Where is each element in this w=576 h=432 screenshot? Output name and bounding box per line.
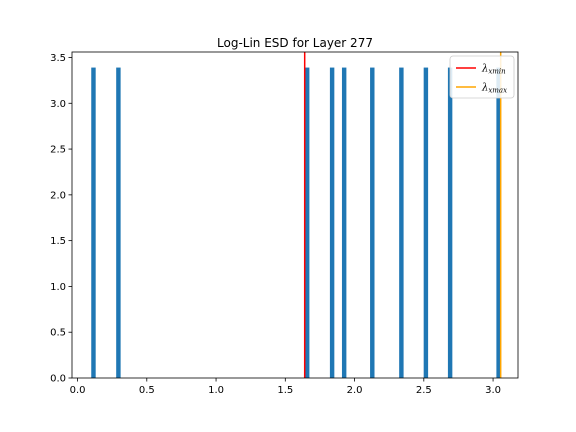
y-tick-label-7: 3.5	[50, 53, 66, 64]
bar-4	[341, 67, 347, 378]
y-tick-label-0: 0.0	[50, 374, 66, 385]
y-tick-label-3: 1.5	[50, 236, 66, 247]
x-tick-label-1: 0.5	[139, 385, 155, 396]
bar-2	[304, 67, 310, 378]
y-axis: 0.0 0.5 1.0 1.5 2.0 2.5 3.0 3.5	[50, 53, 72, 385]
legend: λxmin λxmax	[449, 55, 515, 99]
plot-frame	[71, 51, 519, 379]
x-axis: 0.0 0.5 1.0 1.5 2.0 2.5 3.0	[70, 378, 501, 396]
bar-8	[447, 67, 453, 378]
x-tick-label-3: 1.5	[277, 385, 293, 396]
bar-9	[496, 67, 501, 378]
legend-label-xmax: λxmax	[481, 83, 507, 95]
bar-6	[399, 67, 404, 378]
x-tick-label-5: 2.5	[416, 385, 432, 396]
y-tick-label-4: 2.0	[50, 190, 66, 201]
x-tick-label-0: 0.0	[70, 385, 86, 396]
y-tick-label-2: 1.0	[50, 282, 66, 293]
bar-1	[116, 67, 121, 378]
x-tick-label-6: 3.0	[485, 385, 501, 396]
y-tick-label-5: 2.5	[50, 145, 66, 156]
y-tick-label-1: 0.5	[50, 328, 66, 339]
x-tick-label-2: 1.0	[208, 385, 224, 396]
y-tick-label-6: 3.0	[50, 99, 66, 110]
x-tick-label-4: 2.0	[347, 385, 363, 396]
bar-5	[370, 67, 375, 378]
legend-label-xmin: λxmin	[481, 64, 506, 76]
bar-3	[329, 67, 335, 378]
chart-title: Log-Lin ESD for Layer 277	[217, 36, 373, 50]
bar-0	[91, 67, 96, 378]
vlines-layer	[303, 52, 502, 378]
bars-layer	[91, 67, 501, 378]
bar-7	[423, 67, 429, 378]
